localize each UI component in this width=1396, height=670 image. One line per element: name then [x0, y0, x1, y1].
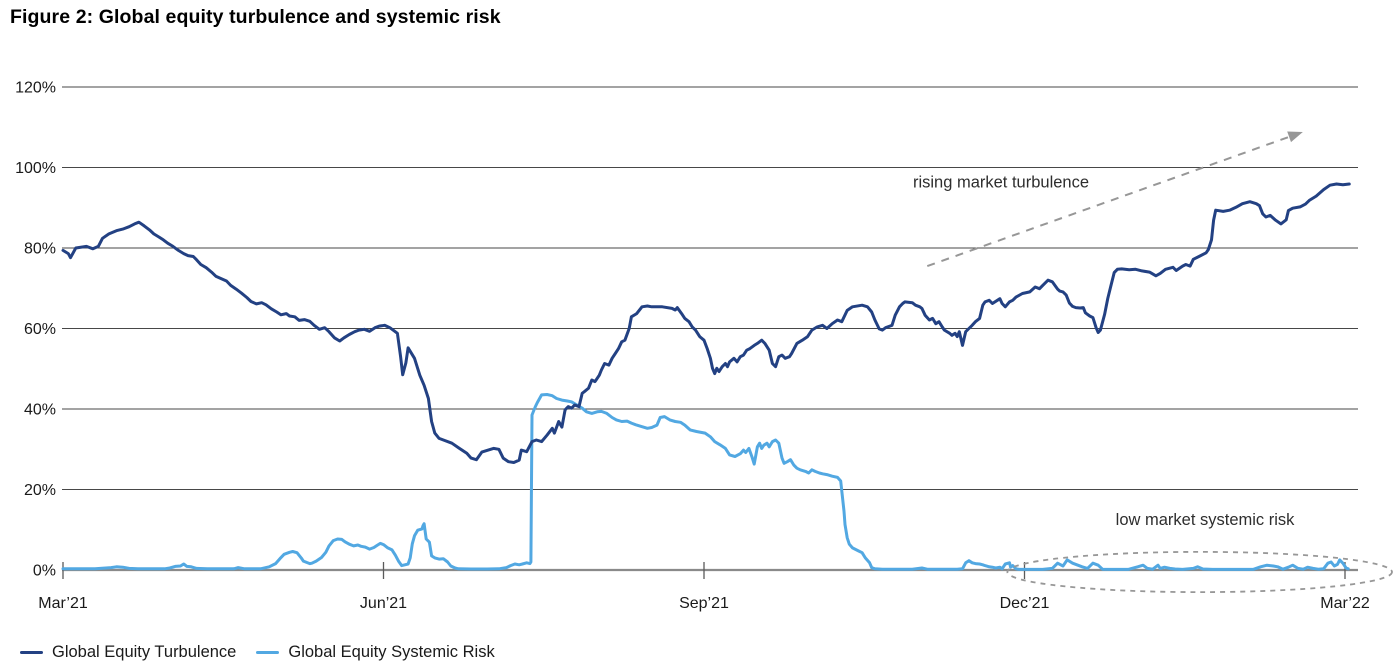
y-tick-label: 0% — [33, 563, 56, 580]
low-systemic-risk-label: low market systemic risk — [1116, 511, 1296, 529]
legend-item-systemic-risk: Global Equity Systemic Risk — [256, 643, 495, 662]
low-risk-ellipse — [1006, 550, 1393, 594]
rising-trend-arrow — [926, 132, 1300, 268]
y-tick-label: 40% — [24, 402, 56, 419]
x-tick-label: Mar’22 — [1320, 595, 1370, 612]
legend-label-turbulence: Global Equity Turbulence — [52, 643, 237, 661]
legend: Global Equity Turbulence Global Equity S… — [20, 643, 495, 662]
legend-item-turbulence: Global Equity Turbulence — [20, 643, 236, 662]
turbulence-line — [61, 182, 1351, 464]
systemic-risk-line-swatch — [256, 650, 280, 655]
arrowhead-icon — [1287, 131, 1303, 143]
systemic-risk-line — [61, 393, 1350, 571]
y-tick-label: 80% — [24, 241, 56, 258]
y-tick-label: 120% — [15, 80, 56, 97]
figure-title: Figure 2: Global equity turbulence and s… — [10, 6, 501, 28]
x-tick-label: Mar’21 — [38, 595, 88, 612]
y-tick-label: 20% — [24, 482, 56, 499]
x-tick-label: Jun’21 — [360, 595, 407, 612]
rising-turbulence-label: rising market turbulence — [913, 174, 1089, 192]
x-tick-label: Sep’21 — [679, 595, 729, 612]
turbulence-line-swatch — [20, 650, 43, 655]
y-tick-label: 100% — [15, 160, 56, 177]
x-tick-label: Dec’21 — [1000, 595, 1050, 612]
y-tick-label: 60% — [24, 321, 56, 338]
legend-label-systemic-risk: Global Equity Systemic Risk — [288, 643, 495, 661]
